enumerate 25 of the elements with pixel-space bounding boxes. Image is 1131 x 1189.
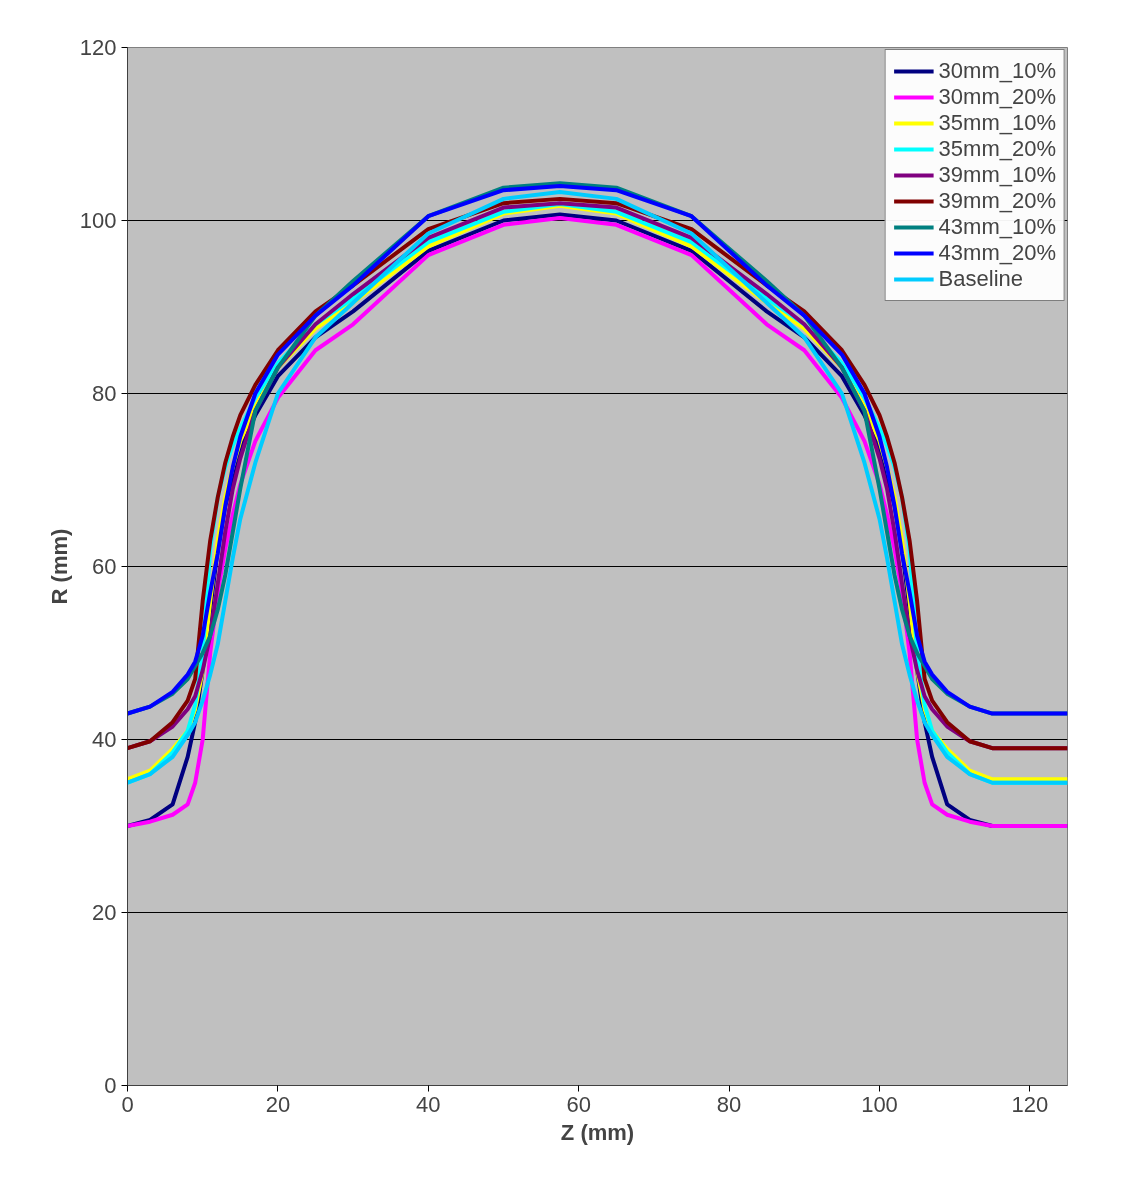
legend-label: 43mm_20%: [938, 240, 1056, 266]
x-tick-label: 0: [121, 1091, 134, 1117]
y-tick-label: 120: [79, 35, 117, 60]
y-tick-label: 60: [92, 554, 117, 579]
y-tick-label: 0: [104, 1073, 117, 1098]
y-axis-title: R (mm): [46, 528, 72, 605]
y-tick-label: 80: [92, 381, 117, 406]
x-tick-label: 100: [861, 1091, 898, 1117]
y-tick-label: 20: [92, 900, 117, 925]
x-tick-label: 40: [416, 1091, 441, 1117]
x-axis-title: Z (mm): [560, 1119, 635, 1145]
x-tick-label: 20: [265, 1091, 291, 1117]
legend-label: 43mm_10%: [938, 214, 1056, 240]
y-tick-label: 100: [79, 208, 117, 233]
legend-label: 30mm_20%: [938, 84, 1056, 110]
y-tick-label: 40: [92, 727, 117, 752]
legend-label: 35mm_10%: [938, 110, 1056, 136]
legend-label: 30mm_10%: [938, 58, 1056, 84]
legend-label: Baseline: [938, 266, 1023, 292]
legend-label: 39mm_10%: [938, 162, 1056, 188]
legend-label: 39mm_20%: [938, 188, 1056, 214]
legend-label: 35mm_20%: [938, 136, 1056, 162]
x-tick-label: 120: [1011, 1091, 1049, 1117]
x-tick-label: 80: [716, 1091, 742, 1117]
x-tick-label: 60: [566, 1091, 591, 1117]
